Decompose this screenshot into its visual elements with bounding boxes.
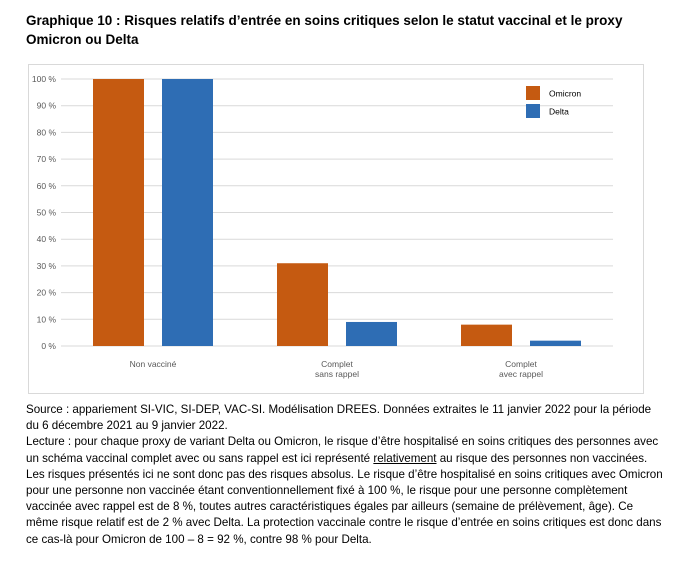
x-tick-label-line: avec rappel	[499, 369, 543, 379]
bar-chart: 0 % 10 % 20 % 30 % 40 % 50 % 60 % 70 % 80 % 90 % 1…	[32, 74, 613, 379]
reading-note-underlined: relativement	[373, 451, 437, 465]
chart-frame: 0 % 10 % 20 % 30 % 40 % 50 % 60 % 70 % 80 % 90 % 1…	[28, 64, 644, 394]
y-tick-label: 30 %	[37, 261, 57, 271]
x-tick-label: Non vacciné	[130, 359, 177, 369]
reading-note-part-2: au risque des personnes non vaccinées. L…	[26, 451, 663, 546]
reading-note-part-1: Lecture : pour chaque proxy de variant D…	[26, 435, 659, 465]
y-tick-label: 20 %	[37, 288, 57, 298]
legend-label: Omicron	[549, 89, 581, 99]
x-tick-label-line: Complet	[505, 359, 537, 369]
legend-swatch-delta	[526, 104, 540, 118]
y-tick-label: 90 %	[37, 101, 57, 111]
bar-omicron	[277, 263, 328, 346]
x-tick-label-line: Non vacciné	[130, 359, 177, 369]
y-tick-label: 80 %	[37, 127, 57, 137]
reading-note: Lecture : pour chaque proxy de variant D…	[26, 434, 666, 547]
y-tick-label: 60 %	[37, 181, 57, 191]
y-tick-label: 100 %	[32, 74, 57, 84]
legend-swatch-omicron	[526, 86, 540, 100]
y-tick-label: 10 %	[37, 314, 57, 324]
bar-delta	[346, 321, 397, 346]
chart-title: Graphique 10 : Risques relatifs d’entrée…	[26, 13, 623, 47]
bar-omicron	[461, 324, 512, 346]
y-tick-label: 50 %	[37, 208, 57, 218]
chart-notes: Source : appariement SI-VIC, SI-DEP, VAC…	[26, 402, 666, 548]
bar-delta	[162, 79, 213, 346]
y-tick-label: 70 %	[37, 154, 57, 164]
bar-omicron	[93, 79, 144, 346]
x-tick-label: Complet avec rappel	[499, 359, 543, 379]
y-tick-label: 40 %	[37, 234, 57, 244]
x-tick-label-line: Complet	[321, 359, 353, 369]
x-tick-label-line: sans rappel	[315, 369, 359, 379]
legend-label: Delta	[549, 107, 569, 117]
x-tick-label: Complet sans rappel	[315, 359, 359, 379]
bar-delta	[530, 340, 581, 346]
source-note: Source : appariement SI-VIC, SI-DEP, VAC…	[26, 403, 652, 433]
y-tick-label: 0 %	[41, 341, 56, 351]
